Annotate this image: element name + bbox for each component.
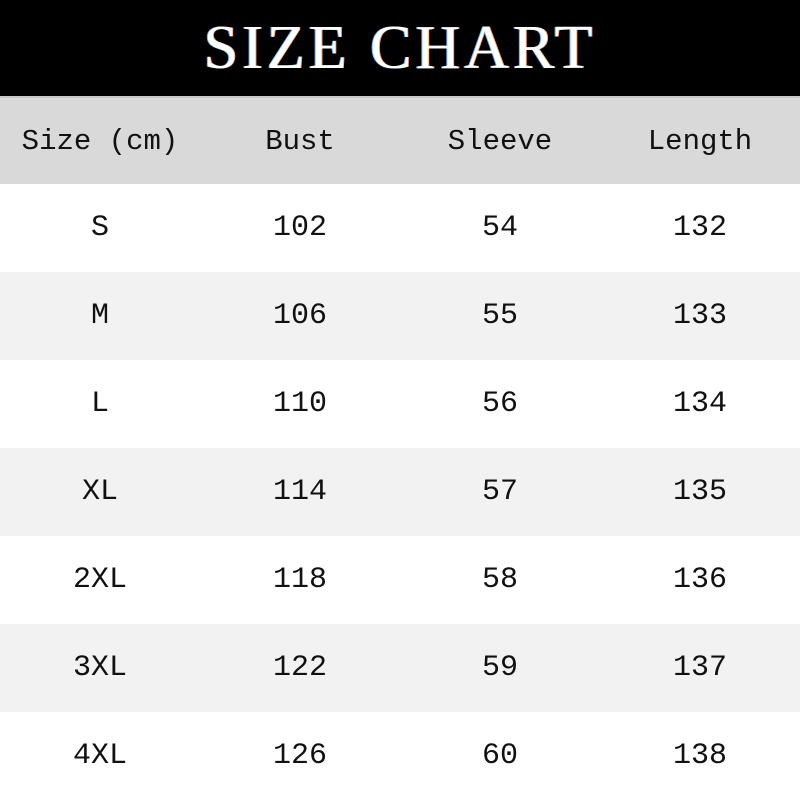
table-cell: XL [81,475,118,509]
table-cell: 134 [672,387,727,421]
table-cell: 132 [672,211,727,245]
table-cell: 58 [481,563,518,597]
table-cell: 55 [481,299,518,333]
table-cell: 56 [481,387,518,421]
table-cell: S [90,211,109,245]
page-title: SIZE CHART [203,13,597,82]
header-length: Length [647,124,753,158]
header-sleeve: Sleeve [447,124,553,158]
table-cell: 2XL [72,563,127,597]
table-row: 2XL 118 58 136 [0,536,800,624]
table-cell: M [90,299,109,333]
table-cell: 136 [672,563,727,597]
title-bar: SIZE CHART [0,0,800,96]
table-cell: 135 [672,475,727,509]
table-row: M 106 55 133 [0,272,800,360]
header-size: Size (cm) [21,124,179,158]
table-cell: L [90,387,109,421]
size-table: Size (cm) Bust Sleeve Length S 102 54 132 M 1… [0,96,800,800]
table-row: S 102 54 132 [0,184,800,272]
table-row: 3XL 122 59 137 [0,624,800,712]
table-cell: 4XL [72,739,127,773]
table-cell: 102 [272,211,327,245]
table-cell: 54 [481,211,518,245]
table-cell: 59 [481,651,518,685]
table-cell: 114 [272,475,327,509]
table-row: 4XL 126 60 138 [0,712,800,800]
table-cell: 138 [672,739,727,773]
table-cell: 126 [272,739,327,773]
table-cell: 118 [272,563,327,597]
table-cell: 106 [272,299,327,333]
header-bust: Bust [265,124,335,158]
table-cell: 122 [272,651,327,685]
table-cell: 60 [481,739,518,773]
table-cell: 3XL [72,651,127,685]
table-row: XL 114 57 135 [0,448,800,536]
table-row: L 110 56 134 [0,360,800,448]
table-cell: 110 [272,387,327,421]
table-header-row: Size (cm) Bust Sleeve Length [0,96,800,184]
table-cell: 57 [481,475,518,509]
table-cell: 137 [672,651,727,685]
table-cell: 133 [672,299,727,333]
